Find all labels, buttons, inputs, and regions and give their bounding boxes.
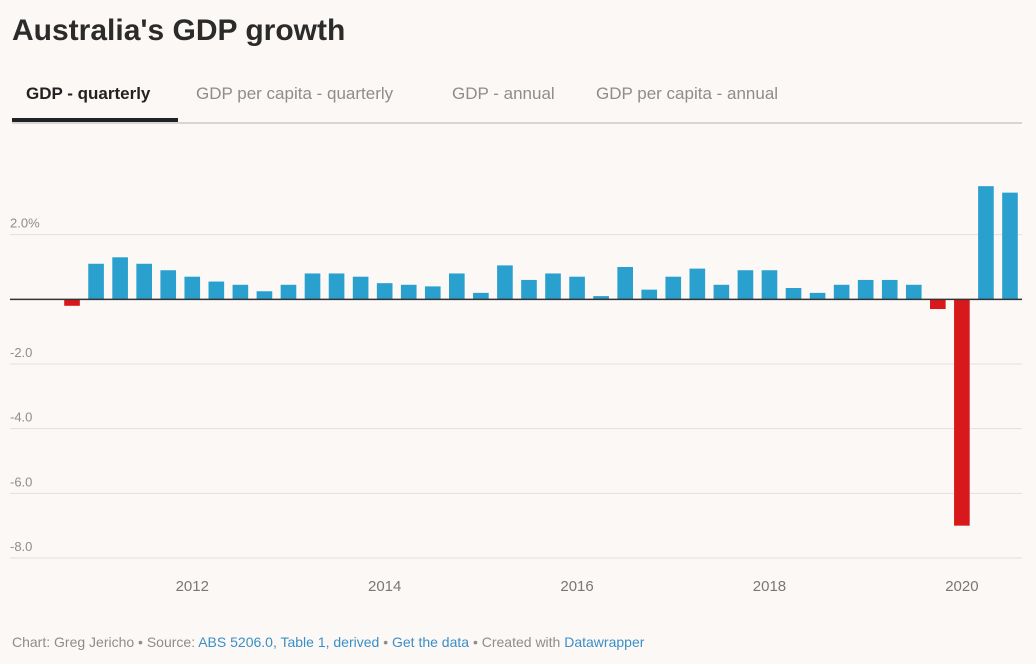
footer-separator: • (379, 634, 392, 650)
bar (954, 299, 970, 526)
bar (545, 273, 561, 300)
y-tick-label: -4.0 (10, 410, 32, 425)
x-tick-label: 2012 (176, 578, 209, 595)
bar (905, 284, 922, 300)
bar (641, 289, 658, 300)
x-tick-label: 2020 (945, 578, 978, 595)
footer-credit: Chart: Greg Jericho • Source: (12, 634, 199, 650)
y-tick-label: -8.0 (10, 539, 32, 554)
chart-footer: Chart: Greg Jericho • Source: ABS 5206.0… (12, 634, 644, 650)
bar (232, 284, 249, 300)
bar (713, 284, 730, 300)
bar (400, 284, 417, 300)
bar (424, 286, 441, 300)
bar (160, 270, 177, 300)
x-tick-label: 2018 (753, 578, 786, 595)
tab-gdp-quarterly[interactable]: GDP - quarterly (26, 84, 151, 103)
active-tab-indicator (12, 118, 178, 122)
bar (521, 279, 537, 300)
bar (473, 292, 489, 300)
y-tick-label: -2.0 (10, 345, 32, 360)
bar (1002, 192, 1018, 300)
bar (64, 299, 80, 306)
bar (833, 284, 850, 300)
bar (208, 281, 225, 300)
bar (978, 186, 994, 300)
y-tick-label: -6.0 (10, 474, 32, 489)
bar (809, 292, 826, 300)
bar (280, 284, 297, 300)
bar (665, 276, 682, 300)
chart-title: Australia's GDP growth (12, 14, 346, 47)
bar (376, 283, 393, 300)
bar (761, 270, 778, 300)
tab-gdp-annual[interactable]: GDP - annual (452, 84, 555, 103)
bar (112, 257, 128, 300)
bar (857, 279, 874, 300)
bar (304, 273, 321, 300)
datawrapper-link[interactable]: Datawrapper (564, 634, 645, 650)
bar (930, 299, 946, 310)
bar (497, 265, 513, 300)
bar (785, 288, 802, 300)
x-tick-label: 2014 (368, 578, 401, 595)
y-tick-label: 2.0% (10, 216, 40, 231)
bar (617, 267, 633, 300)
bar (569, 276, 585, 300)
x-tick-label: 2016 (560, 578, 593, 595)
bar (256, 291, 273, 300)
source-link[interactable]: ABS 5206.0, Table 1, derived (198, 634, 380, 650)
bar (593, 296, 609, 300)
bar (136, 263, 152, 300)
bar (881, 279, 898, 300)
tab-gdp-per-capita-quarterly[interactable]: GDP per capita - quarterly (196, 84, 394, 103)
tab-bar: GDP - quarterly GDP per capita - quarter… (12, 74, 1022, 124)
bar-chart: 2.0% -2.0 -4.0 -6.0 -8.0 2012 2014 2016 2018 2020 (10, 186, 1022, 595)
bar (184, 276, 201, 300)
bar (88, 263, 104, 300)
bar (737, 270, 754, 300)
bar (449, 273, 465, 300)
tab-gdp-per-capita-annual[interactable]: GDP per capita - annual (596, 84, 779, 103)
bar (689, 268, 706, 300)
bar (328, 273, 345, 300)
footer-created-with: • Created with (469, 634, 565, 650)
bar (352, 276, 369, 300)
get-data-link[interactable]: Get the data (392, 634, 470, 650)
